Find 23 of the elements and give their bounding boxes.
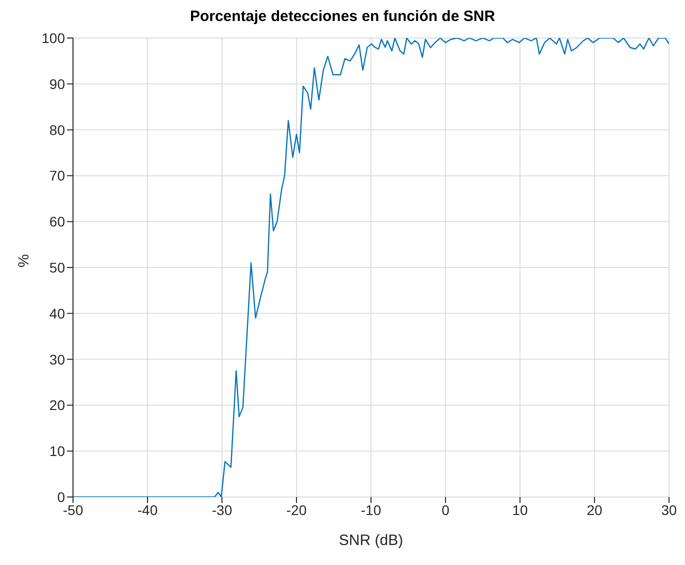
y-tick-label: 10	[49, 443, 66, 460]
y-tick-label: 100	[42, 30, 66, 46]
y-tick-label: 50	[49, 259, 66, 276]
y-tick-label: 60	[49, 214, 66, 230]
x-tick-label: -50	[62, 502, 84, 518]
y-axis-title: %	[15, 254, 32, 268]
y-tick-label: 30	[49, 351, 66, 368]
y-tick-label: 70	[49, 168, 66, 184]
x-tick-label: 20	[586, 502, 602, 518]
x-tick-label: 0	[442, 502, 450, 518]
x-tick-label: -30	[212, 502, 232, 518]
x-tick-label: -20	[286, 502, 307, 518]
y-tick-label: 80	[49, 122, 66, 138]
x-tick-label: 10	[512, 502, 528, 518]
chart-title: Porcentaje detecciones en función de SNR	[188, 8, 496, 27]
y-tick-label: 0	[57, 488, 66, 505]
y-tick-label: 40	[49, 305, 66, 322]
x-tick-label: -40	[137, 502, 158, 518]
y-tick-label: 20	[49, 397, 66, 414]
x-tick-label: 30	[661, 502, 677, 518]
y-tick-label: 90	[49, 76, 66, 92]
x-tick-label: -10	[360, 502, 382, 518]
x-axis-title: SNR (dB)	[338, 532, 404, 549]
